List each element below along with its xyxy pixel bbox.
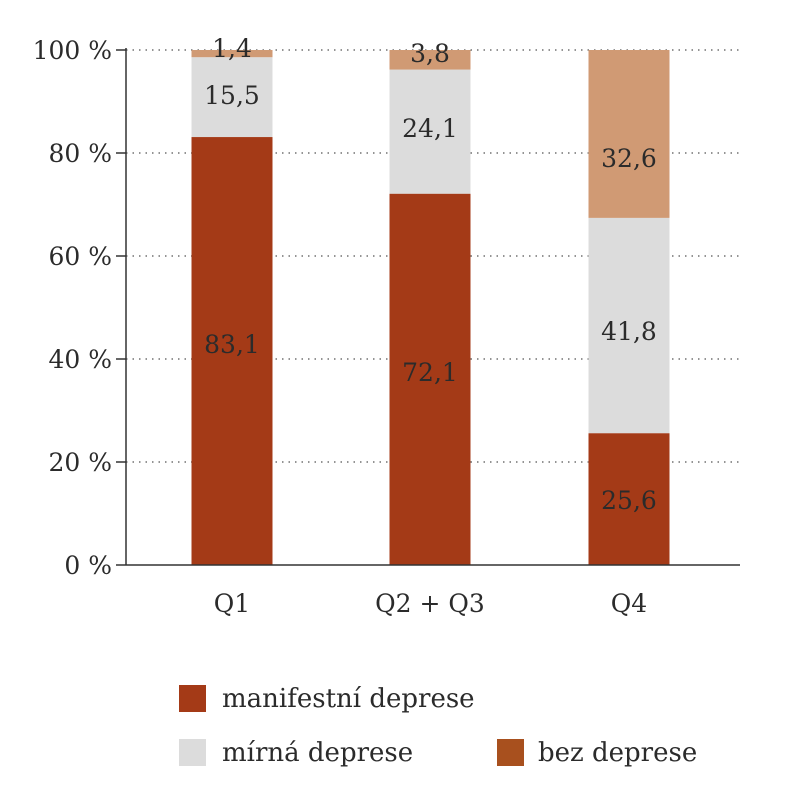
data-label: 1,4 <box>212 34 252 63</box>
bar-segment <box>191 50 273 58</box>
legend: manifestní deprese mírná deprese bez depre… <box>179 684 697 768</box>
y-tick-label: 60 % <box>48 242 112 271</box>
data-label: 24,1 <box>402 114 458 143</box>
data-label: 72,1 <box>402 358 458 387</box>
y-tick-label: 0 % <box>64 551 112 580</box>
x-tick-label: Q4 <box>611 589 647 618</box>
x-tick-label: Q1 <box>214 589 250 618</box>
bar-segment <box>588 433 670 565</box>
data-label: 15,5 <box>204 81 260 110</box>
bar-segment <box>191 137 273 565</box>
bar-segment <box>389 193 471 565</box>
data-label: 25,6 <box>601 486 657 515</box>
legend-label: mírná deprese <box>222 738 413 768</box>
legend-swatch <box>179 685 206 712</box>
bar-segment <box>389 50 471 70</box>
y-tick-label: 80 % <box>48 139 112 168</box>
legend-swatch <box>179 739 206 766</box>
x-axis: Q1 Q2 + Q3 Q4 <box>214 589 647 618</box>
bar-segment <box>588 50 670 218</box>
y-axis: 0 % 20 % 40 % 60 % 80 % 100 % <box>33 36 740 580</box>
bar-segment <box>588 217 670 434</box>
data-label: 32,6 <box>601 144 657 173</box>
data-label: 83,1 <box>204 330 260 359</box>
legend-label: manifestní deprese <box>222 684 475 714</box>
legend-swatch <box>497 739 524 766</box>
y-tick-label: 100 % <box>33 36 112 65</box>
bars: 83,1 72,1 25,6 15,5 24,1 41,8 1,4 3,8 32,6 <box>191 34 670 565</box>
legend-label: bez deprese <box>538 738 697 768</box>
data-label: 3,8 <box>410 39 450 68</box>
y-tick-label: 40 % <box>48 345 112 374</box>
y-tick-label: 20 % <box>48 448 112 477</box>
bar-segment <box>191 57 273 138</box>
x-tick-label: Q2 + Q3 <box>375 589 485 618</box>
bar-segment <box>389 69 471 194</box>
data-label: 41,8 <box>601 317 657 346</box>
